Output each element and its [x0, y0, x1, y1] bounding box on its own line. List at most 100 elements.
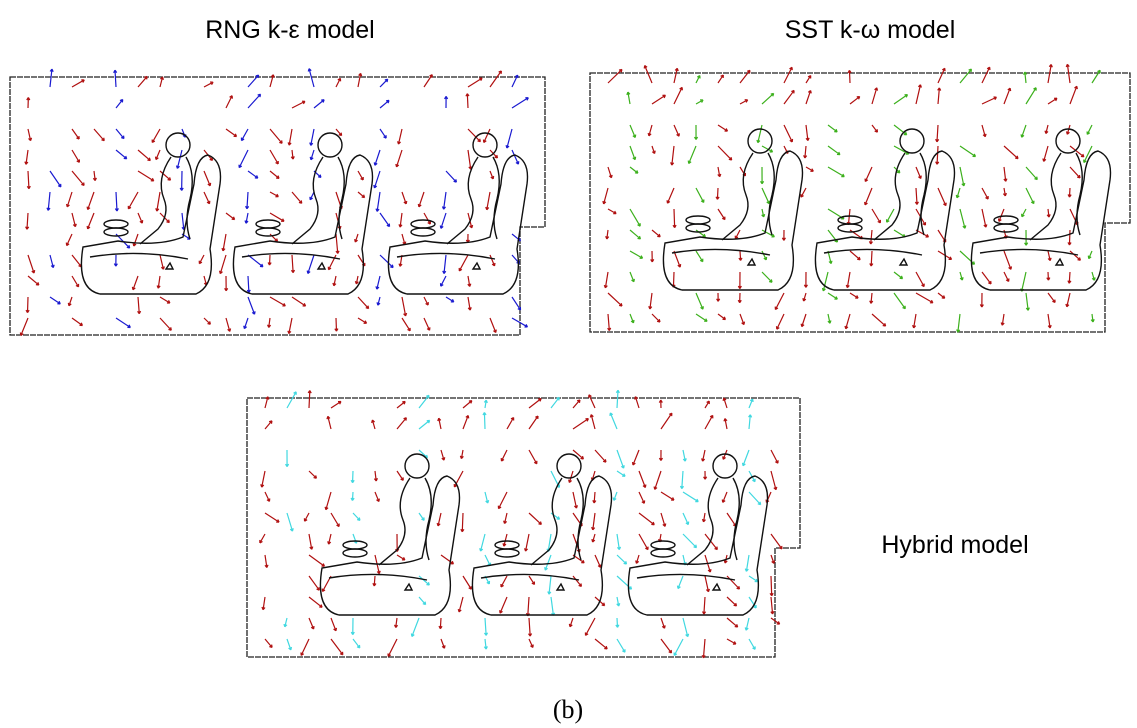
flow-arrow — [300, 638, 310, 656]
flow-arrow — [175, 149, 183, 169]
flow-arrow — [467, 275, 472, 287]
flow-arrow — [479, 533, 486, 552]
flow-arrow — [915, 271, 925, 288]
flow-arrow — [511, 74, 519, 88]
flow-arrow — [673, 86, 683, 105]
flow-arrow — [979, 292, 984, 308]
flow-arrow — [937, 292, 946, 299]
flow-arrow — [871, 87, 879, 105]
flow-arrow — [607, 208, 617, 215]
flow-arrow — [666, 187, 675, 204]
flow-arrow — [203, 191, 211, 205]
flow-arrow — [1091, 69, 1101, 84]
flow-arrow — [159, 296, 171, 304]
flow-arrow — [695, 313, 708, 322]
flow-arrow — [550, 396, 560, 409]
flow-arrow — [607, 292, 623, 307]
flow-arrow — [440, 638, 446, 649]
flow-arrow — [308, 533, 314, 550]
flow-arrow — [115, 149, 128, 160]
flow-arrow — [704, 414, 714, 430]
flow-arrow — [770, 470, 778, 491]
flow-arrow — [1065, 292, 1071, 308]
flow-arrow — [49, 68, 54, 88]
cabin-outline — [589, 72, 1131, 333]
flow-arrow — [115, 98, 124, 109]
flow-arrow — [915, 84, 922, 105]
flow-arrow — [396, 128, 403, 145]
flow-arrow — [247, 254, 264, 268]
flow-arrow — [748, 414, 753, 430]
flow-arrow — [572, 449, 585, 460]
flow-arrow — [286, 512, 294, 532]
flow-arrow — [955, 187, 961, 199]
flow-arrow — [352, 533, 358, 544]
flow-arrow — [723, 418, 728, 430]
flow-arrow — [748, 638, 756, 650]
flow-arrow — [849, 292, 859, 299]
flow-arrow — [547, 575, 552, 595]
flow-arrow — [761, 208, 766, 218]
flow-arrow — [1020, 271, 1027, 292]
flow-panel — [246, 389, 801, 659]
flow-arrow — [482, 128, 491, 143]
flow-arrow — [483, 638, 488, 650]
flow-arrow — [893, 292, 906, 310]
flow-arrow — [805, 89, 812, 105]
flow-arrow — [290, 254, 296, 274]
flow-arrow — [634, 396, 640, 409]
flow-arrow — [572, 575, 583, 587]
flow-arrow — [290, 149, 295, 160]
flow-arrow — [726, 512, 737, 527]
flow-arrow — [440, 554, 455, 565]
flow-arrow — [286, 638, 293, 651]
flow-arrow — [647, 124, 653, 137]
flow-arrow — [673, 124, 680, 137]
flow-arrow — [467, 149, 473, 170]
flow-arrow — [460, 512, 465, 533]
flow-arrow — [935, 145, 940, 165]
flow-arrow — [722, 397, 728, 409]
flow-arrow — [616, 533, 622, 551]
flow-arrow — [849, 95, 861, 105]
flow-arrow — [332, 275, 337, 287]
flow-arrow — [357, 191, 366, 199]
flow-arrow — [86, 212, 95, 230]
flow-arrow — [716, 292, 721, 302]
flow-arrow — [484, 554, 492, 567]
flow-arrow — [760, 166, 765, 185]
flow-arrow — [132, 233, 139, 247]
flow-arrow — [25, 296, 30, 314]
flow-arrow — [827, 313, 832, 324]
flow-arrow — [956, 313, 961, 333]
flow-arrow — [287, 128, 293, 146]
flow-arrow — [49, 170, 62, 188]
flow-arrow — [1003, 145, 1019, 160]
flow-arrow — [113, 254, 118, 267]
flow-arrow — [638, 491, 646, 504]
flow-arrow — [114, 191, 119, 212]
flow-arrow — [588, 394, 596, 409]
flow-arrow — [704, 533, 718, 551]
flow-arrow — [458, 254, 469, 272]
flow-arrow — [127, 191, 139, 210]
flow-arrow — [457, 596, 464, 613]
flow-arrow — [115, 128, 125, 140]
flow-arrow — [352, 638, 361, 649]
flow-arrow — [245, 191, 250, 210]
flow-arrow — [981, 208, 988, 228]
flow-arrow — [726, 638, 737, 645]
flow-arrow — [423, 317, 431, 331]
flow-arrow — [308, 596, 323, 608]
flow-arrow — [703, 470, 708, 480]
flow-arrow — [869, 250, 874, 267]
flow-arrow — [844, 313, 851, 330]
flow-arrow — [769, 575, 774, 597]
flow-arrow — [418, 596, 427, 606]
flow-arrow — [307, 68, 315, 88]
flow-arrow — [701, 512, 706, 523]
flow-arrow — [693, 124, 699, 140]
flow-arrow — [401, 233, 407, 245]
flow-arrow — [726, 596, 738, 607]
flow-arrow — [1067, 271, 1072, 284]
